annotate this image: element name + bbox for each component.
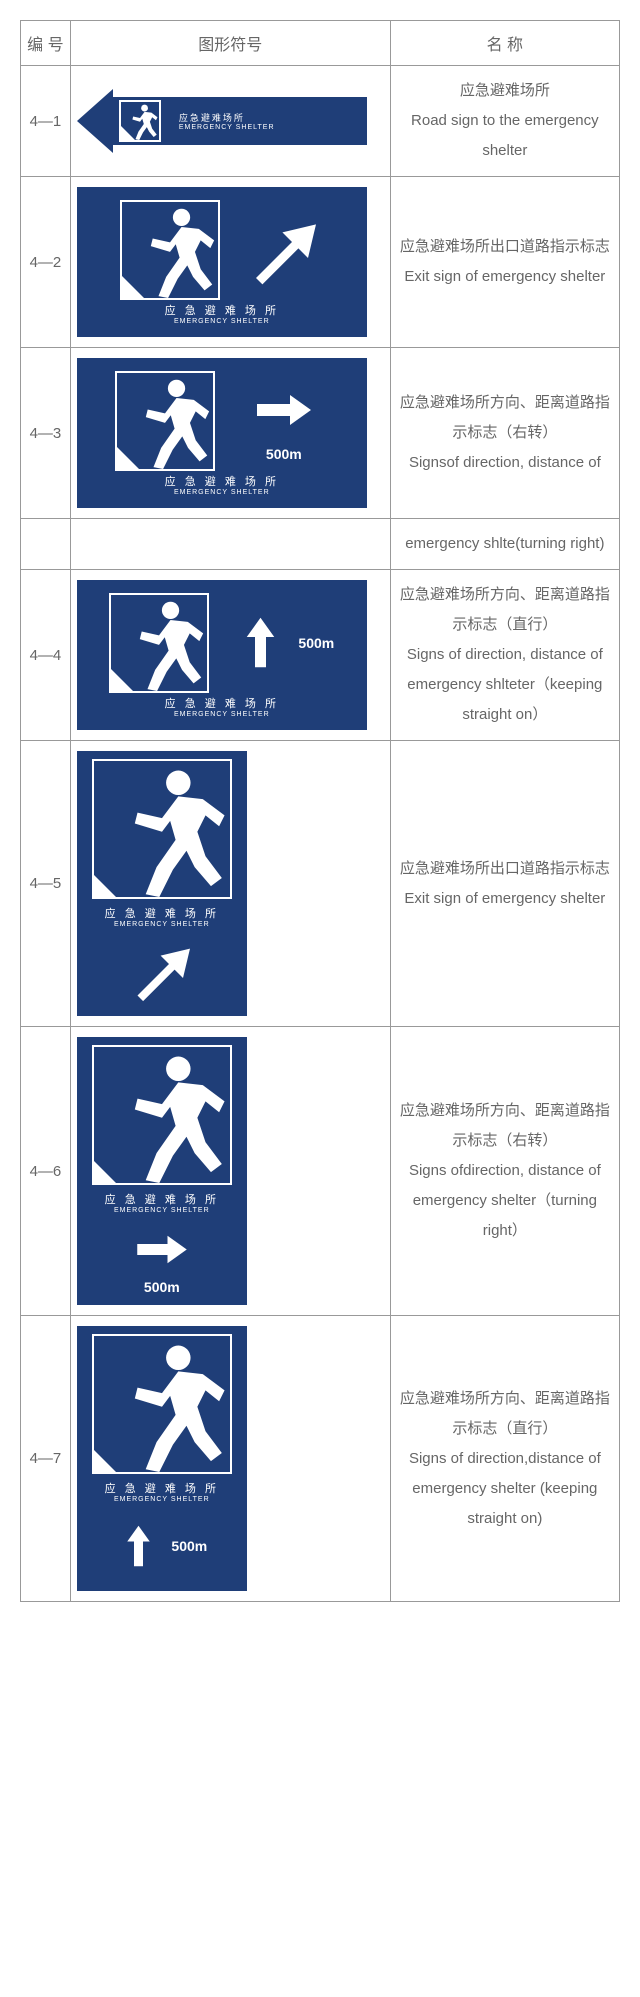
arrow-right-icon xyxy=(117,1222,207,1277)
sign-text-cn: 应 急 避 难 场 所 xyxy=(165,695,279,711)
distance-label: 500m xyxy=(298,635,334,651)
row-name: 应急避难场所方向、距离道路指示标志（直行） Signs of direction… xyxy=(390,1316,619,1602)
name-cn: 应急避难场所出口道路指示标志 xyxy=(397,854,613,884)
sign-text-en: EMERGENCY SHELTER xyxy=(105,921,219,928)
row-id: 4—6 xyxy=(21,1027,71,1316)
table-row: 4—3 500m xyxy=(21,348,620,519)
arrow-up-icon xyxy=(233,600,288,685)
row-symbol: 应 急 避 难 场 所 EMERGENCY SHELTER 500m xyxy=(70,1316,390,1602)
header-symbol: 图形符号 xyxy=(70,21,390,66)
sign-text-cn: 应 急 避 难 场 所 xyxy=(105,905,219,921)
signs-table: 编 号 图形符号 名 称 4—1 xyxy=(20,20,620,1602)
sign-text-en: EMERGENCY SHELTER xyxy=(165,318,279,325)
table-row: 4—6 应 急 避 难 场 所 EMERGENCY SHELTER xyxy=(21,1027,620,1316)
sign-exit-diagonal: 应 急 避 难 场 所 EMERGENCY SHELTER xyxy=(77,187,367,337)
row-name: 应急避难场所方向、距离道路指示标志（右转） Signs ofdirection,… xyxy=(390,1027,619,1316)
sign-text-en: EMERGENCY SHELTER xyxy=(165,711,279,718)
sign-text-cn: 应 急 避 难 场 所 xyxy=(165,302,279,318)
sign-text-cn: 应 急 避 难 场 所 xyxy=(105,1191,219,1207)
row-symbol: 应急避难场所 EMERGENCY SHELTER xyxy=(70,66,390,177)
name-en: Signs of direction, distance of emergenc… xyxy=(397,640,613,730)
table-row: 4—2 应 急 避 xyxy=(21,177,620,348)
row-id: 4—2 xyxy=(21,177,71,348)
row-symbol xyxy=(70,519,390,570)
sign-text-en: EMERGENCY SHELTER xyxy=(179,124,275,131)
arrow-up-right-icon xyxy=(244,210,324,290)
name-en: Signs of direction,distance of emergency… xyxy=(397,1444,613,1534)
row-symbol: 应 急 避 难 场 所 EMERGENCY SHELTER xyxy=(70,741,390,1027)
header-id: 编 号 xyxy=(21,21,71,66)
row-symbol: 500m 应 急 避 难 场 所 EMERGENCY SHELTER xyxy=(70,570,390,741)
row-id xyxy=(21,519,71,570)
name-en: Exit sign of emergency shelter xyxy=(397,262,613,292)
name-cn: 应急避难场所方向、距离道路指示标志（右转） xyxy=(397,388,613,448)
row-name: 应急避难场所出口道路指示标志 Exit sign of emergency sh… xyxy=(390,177,619,348)
table-header-row: 编 号 图形符号 名 称 xyxy=(21,21,620,66)
row-id: 4—4 xyxy=(21,570,71,741)
table-row: emergency shlte(turning right) xyxy=(21,519,620,570)
sign-text-en: EMERGENCY SHELTER xyxy=(165,489,279,496)
row-id: 4—3 xyxy=(21,348,71,519)
table-row: 4—5 应 急 避 难 场 所 EMERGENCY SHELTER xyxy=(21,741,620,1027)
distance-label: 500m xyxy=(266,446,302,462)
sign-vertical-exit-diagonal: 应 急 避 难 场 所 EMERGENCY SHELTER xyxy=(77,751,247,1016)
name-en: Signsof direction, distance of xyxy=(397,448,613,478)
distance-label: 500m xyxy=(144,1279,180,1295)
row-name: 应急避难场所 Road sign to the emergency shelte… xyxy=(390,66,619,177)
name-cn: 应急避难场所方向、距离道路指示标志（右转） xyxy=(397,1096,613,1156)
row-name: 应急避难场所方向、距离道路指示标志（右转） Signsof direction,… xyxy=(390,348,619,519)
table-row: 4—4 500m xyxy=(21,570,620,741)
sign-vertical-straight-500m: 应 急 避 难 场 所 EMERGENCY SHELTER 500m xyxy=(77,1326,247,1591)
arrow-left-icon xyxy=(77,89,113,153)
sign-text-cn: 应 急 避 难 场 所 xyxy=(165,473,279,489)
name-cn: 应急避难场所出口道路指示标志 xyxy=(397,232,613,262)
sign-text-en: EMERGENCY SHELTER xyxy=(105,1207,219,1214)
name-en-continued: emergency shlte(turning right) xyxy=(397,529,613,559)
arrow-up-right-icon xyxy=(127,936,197,1006)
name-cn: 应急避难场所方向、距离道路指示标志（直行） xyxy=(397,1384,613,1444)
row-name: 应急避难场所方向、距离道路指示标志（直行） Signs of direction… xyxy=(390,570,619,741)
arrow-right-icon xyxy=(239,380,329,440)
row-id: 4—5 xyxy=(21,741,71,1027)
sign-text-cn: 应 急 避 难 场 所 xyxy=(105,1480,219,1496)
table-row: 4—7 应 急 避 难 场 所 EMERGENCY SHELTER xyxy=(21,1316,620,1602)
sign-road-arrow-left: 应急避难场所 EMERGENCY SHELTER xyxy=(77,89,367,153)
name-cn: 应急避难场所 xyxy=(397,76,613,106)
sign-direction-straight-500m: 500m 应 急 避 难 场 所 EMERGENCY SHELTER xyxy=(77,580,367,730)
sign-direction-right-500m: 500m 应 急 避 难 场 所 EMERGENCY SHELTER xyxy=(77,358,367,508)
table-row: 4—1 应急避难场所 EMERGENCY SHELTER xyxy=(21,66,620,177)
sign-text-cn: 应急避难场所 xyxy=(179,111,275,124)
row-name: 应急避难场所出口道路指示标志 Exit sign of emergency sh… xyxy=(390,741,619,1027)
row-symbol: 应 急 避 难 场 所 EMERGENCY SHELTER 500m xyxy=(70,1027,390,1316)
name-cn: 应急避难场所方向、距离道路指示标志（直行） xyxy=(397,580,613,640)
row-id: 4—7 xyxy=(21,1316,71,1602)
distance-label: 500m xyxy=(171,1538,207,1554)
row-id: 4—1 xyxy=(21,66,71,177)
name-en: Exit sign of emergency shelter xyxy=(397,884,613,914)
arrow-up-icon xyxy=(116,1511,161,1581)
sign-vertical-right-500m: 应 急 避 难 场 所 EMERGENCY SHELTER 500m xyxy=(77,1037,247,1305)
row-symbol: 500m 应 急 避 难 场 所 EMERGENCY SHELTER xyxy=(70,348,390,519)
sign-text-en: EMERGENCY SHELTER xyxy=(105,1496,219,1503)
header-name: 名 称 xyxy=(390,21,619,66)
row-name: emergency shlte(turning right) xyxy=(390,519,619,570)
name-en: Road sign to the emergency shelter xyxy=(397,106,613,166)
row-symbol: 应 急 避 难 场 所 EMERGENCY SHELTER xyxy=(70,177,390,348)
name-en: Signs ofdirection, distance of emergency… xyxy=(397,1156,613,1246)
